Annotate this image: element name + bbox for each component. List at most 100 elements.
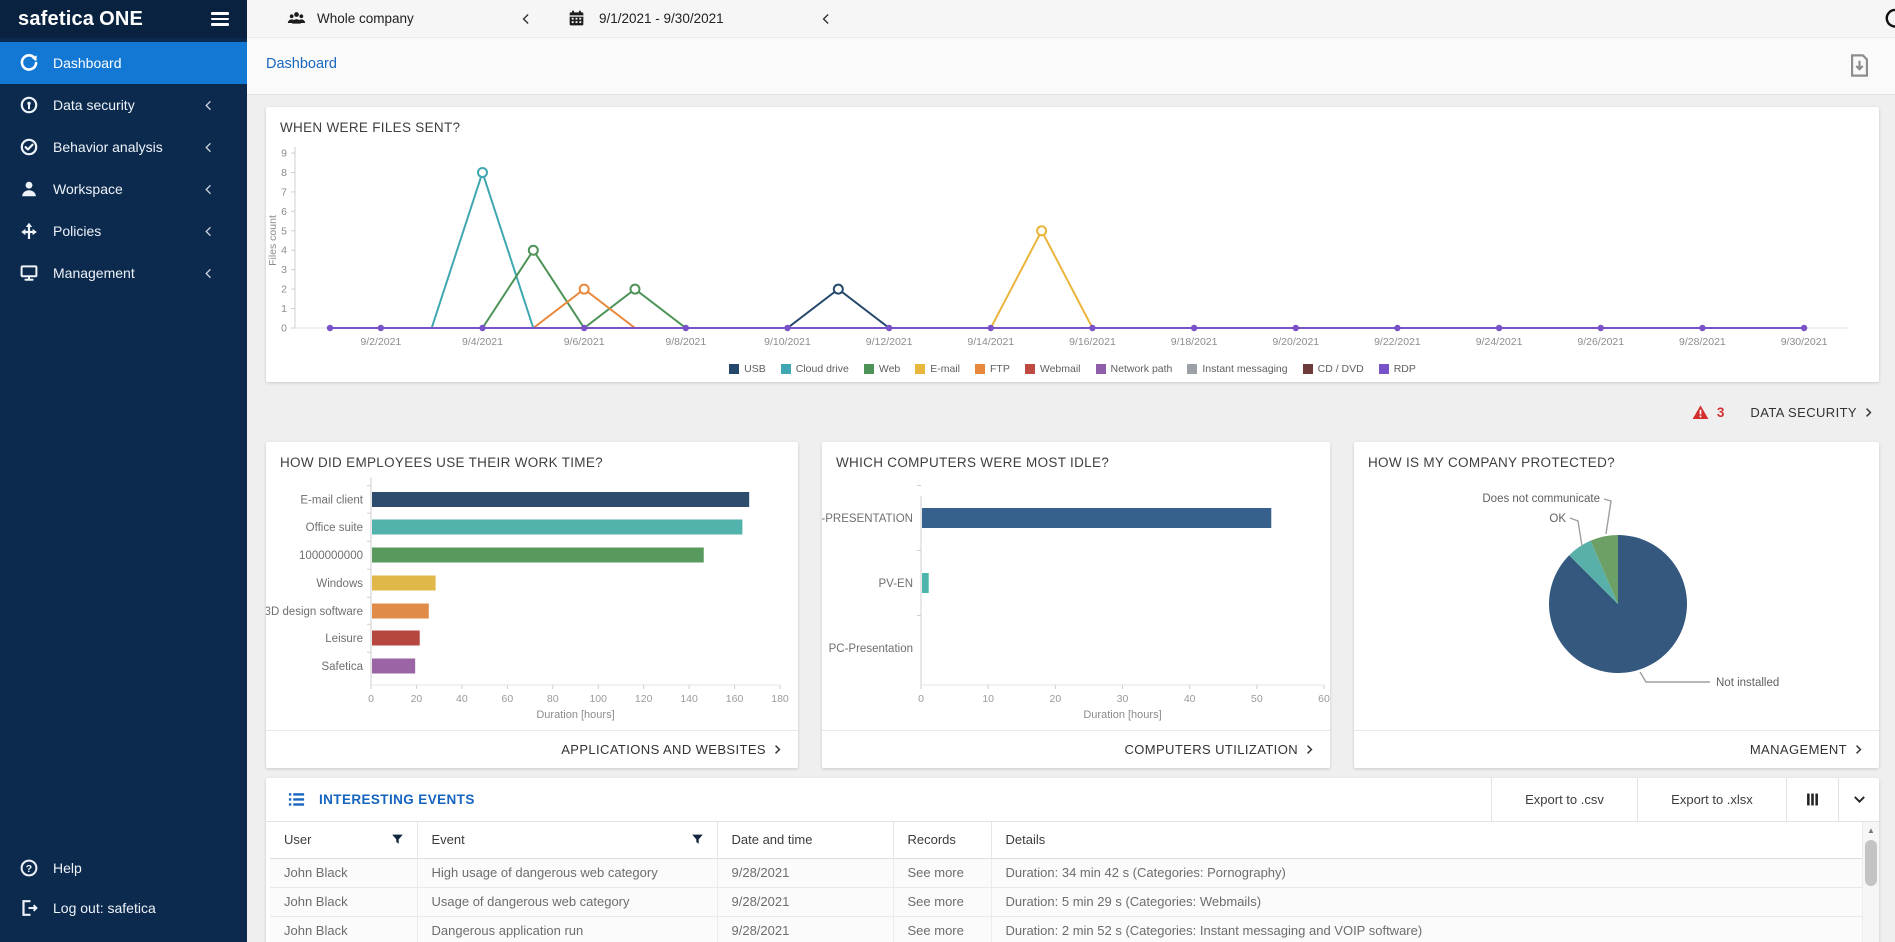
svg-text:120: 120 (635, 693, 653, 705)
svg-text:PV-EN: PV-EN (878, 578, 913, 590)
sidebar-nav: Dashboard Data securityBehavior analysisW… (0, 42, 247, 294)
column-header-label: User (284, 832, 311, 847)
date-range-selector[interactable]: 9/1/2021 - 9/30/2021 (599, 11, 724, 26)
warning-triangle-icon (1691, 404, 1710, 421)
filter-icon[interactable] (390, 832, 405, 847)
cell-date: 9/28/2021 (717, 916, 893, 942)
files-sent-legend: USB Cloud drive Web E-mail FTP Webmail Network… (266, 363, 1879, 375)
svg-text:7: 7 (281, 186, 287, 198)
sidebar-item-log-out-safetica[interactable]: Log out: safetica (0, 888, 247, 928)
legend-swatch (729, 364, 739, 374)
sidebar-item-management[interactable]: Management (0, 252, 247, 294)
svg-text:Leisure: Leisure (325, 633, 363, 645)
export-xlsx-button[interactable]: Export to .xlsx (1637, 778, 1786, 822)
legend-item-rdp[interactable]: RDP (1379, 363, 1416, 375)
cell-records[interactable]: See more (893, 887, 991, 916)
svg-text:9/2/2021: 9/2/2021 (360, 336, 401, 348)
applications-websites-label: APPLICATIONS AND WEBSITES (561, 742, 766, 757)
export-csv-button[interactable]: Export to .csv (1491, 778, 1637, 822)
sidebar-item-policies[interactable]: Policies (0, 210, 247, 252)
sidebar-item-help[interactable]: ?Help (0, 848, 247, 888)
menu-toggle-icon[interactable] (211, 9, 229, 28)
svg-text:PV-PRESENTATION: PV-PRESENTATION (822, 513, 913, 525)
svg-text:180: 180 (771, 693, 789, 705)
scope-collapse-icon[interactable] (519, 12, 533, 26)
legend-item-ftp[interactable]: FTP (975, 363, 1010, 375)
sidebar-item-behavior-analysis[interactable]: Behavior analysis (0, 126, 247, 168)
cell-event: Dangerous application run (417, 916, 717, 942)
svg-text:9: 9 (281, 148, 287, 160)
calendar-icon (567, 9, 586, 28)
team-scope-icon (287, 9, 306, 28)
export-page-icon[interactable] (1846, 52, 1873, 79)
data-security-link[interactable]: DATA SECURITY (1750, 405, 1875, 420)
legend-item-usb[interactable]: USB (729, 363, 766, 375)
protection-panel: HOW IS MY COMPANY PROTECTED? Does not co… (1354, 442, 1879, 768)
refresh-icon[interactable] (1884, 8, 1895, 30)
column-header-date-and-time[interactable]: Date and time (717, 822, 893, 858)
column-header-label: Date and time (732, 832, 813, 847)
legend-item-cloud-drive[interactable]: Cloud drive (781, 363, 849, 375)
breadcrumb[interactable]: Dashboard (266, 56, 337, 72)
legend-item-webmail[interactable]: Webmail (1025, 363, 1081, 375)
cell-details: Duration: 5 min 29 s (Categories: Webmai… (991, 887, 1862, 916)
legend-item-e-mail[interactable]: E-mail (915, 363, 960, 375)
scroll-up-icon[interactable]: ▲ (1863, 822, 1879, 839)
idle-computers-bar-chart: PV-PRESENTATIONPV-ENPC-Presentation01020… (822, 472, 1330, 722)
svg-text:10: 10 (982, 693, 994, 705)
app-root: safeticaONE DashboardData securityBehavi… (0, 0, 1895, 942)
sidebar-item-dashboard[interactable]: Dashboard (0, 42, 247, 84)
sidebar-item-label: Policies (53, 223, 101, 239)
data-security-link-label: DATA SECURITY (1750, 405, 1857, 420)
chevron-right-icon (1852, 743, 1865, 756)
svg-text:9/12/2021: 9/12/2021 (866, 336, 913, 348)
svg-text:0: 0 (281, 323, 287, 335)
cell-details: Duration: 2 min 52 s (Categories: Instan… (991, 916, 1862, 942)
computers-utilization-link[interactable]: COMPUTERS UTILIZATION (1124, 742, 1316, 757)
date-collapse-icon[interactable] (819, 12, 833, 26)
sidebar: safeticaONE DashboardData securityBehavi… (0, 0, 247, 942)
legend-item-network-path[interactable]: Network path (1096, 363, 1173, 375)
sidebar-item-label: Dashboard (53, 55, 122, 71)
idle-computers-footer: COMPUTERS UTILIZATION (822, 730, 1330, 768)
cell-records[interactable]: See more (893, 916, 991, 942)
main-area: Whole company 9/1/2021 - 9/30/2021 Dashb… (247, 0, 1895, 942)
legend-swatch (1187, 364, 1197, 374)
sidebar-item-label: Help (53, 860, 82, 876)
events-title-group[interactable]: INTERESTING EVENTS (287, 790, 475, 809)
scrollbar-thumb[interactable] (1865, 840, 1877, 886)
columns-button[interactable] (1786, 778, 1838, 822)
chevron-right-icon (1303, 743, 1316, 756)
events-title: INTERESTING EVENTS (319, 792, 475, 807)
svg-text:Duration [hours]: Duration [hours] (536, 709, 614, 721)
legend-item-instant-messaging[interactable]: Instant messaging (1187, 363, 1287, 375)
column-header-records[interactable]: Records (893, 822, 991, 858)
legend-swatch (1096, 364, 1106, 374)
cell-records[interactable]: See more (893, 858, 991, 887)
collapse-events-button[interactable] (1838, 778, 1879, 822)
column-header-user[interactable]: User (270, 822, 417, 858)
chevron-right-icon (1862, 406, 1875, 419)
scope-selector[interactable]: Whole company (317, 11, 414, 26)
legend-item-cd-dvd[interactable]: CD / DVD (1303, 363, 1364, 375)
sidebar-item-workspace[interactable]: Workspace (0, 168, 247, 210)
svg-text:Files count: Files count (267, 215, 279, 266)
svg-text:9/26/2021: 9/26/2021 (1577, 336, 1624, 348)
svg-text:5: 5 (281, 225, 287, 237)
column-header-details[interactable]: Details (991, 822, 1862, 858)
svg-text:140: 140 (680, 693, 698, 705)
cell-date: 9/28/2021 (717, 858, 893, 887)
sidebar-item-data-security[interactable]: Data security (0, 84, 247, 126)
column-header-event[interactable]: Event (417, 822, 717, 858)
events-scrollbar[interactable]: ▲ (1862, 822, 1879, 942)
expand-chevron-icon (202, 99, 215, 112)
events-table: UserEventDate and timeRecordsDetails Joh… (270, 822, 1862, 942)
applications-websites-link[interactable]: APPLICATIONS AND WEBSITES (561, 742, 784, 757)
management-link[interactable]: MANAGEMENT (1750, 742, 1865, 757)
topbar: Whole company 9/1/2021 - 9/30/2021 (247, 0, 1895, 38)
filter-icon[interactable] (690, 832, 705, 847)
svg-text:2: 2 (281, 284, 287, 296)
svg-text:8: 8 (281, 167, 287, 179)
legend-item-web[interactable]: Web (864, 363, 900, 375)
chevron-down-icon (1851, 791, 1868, 808)
